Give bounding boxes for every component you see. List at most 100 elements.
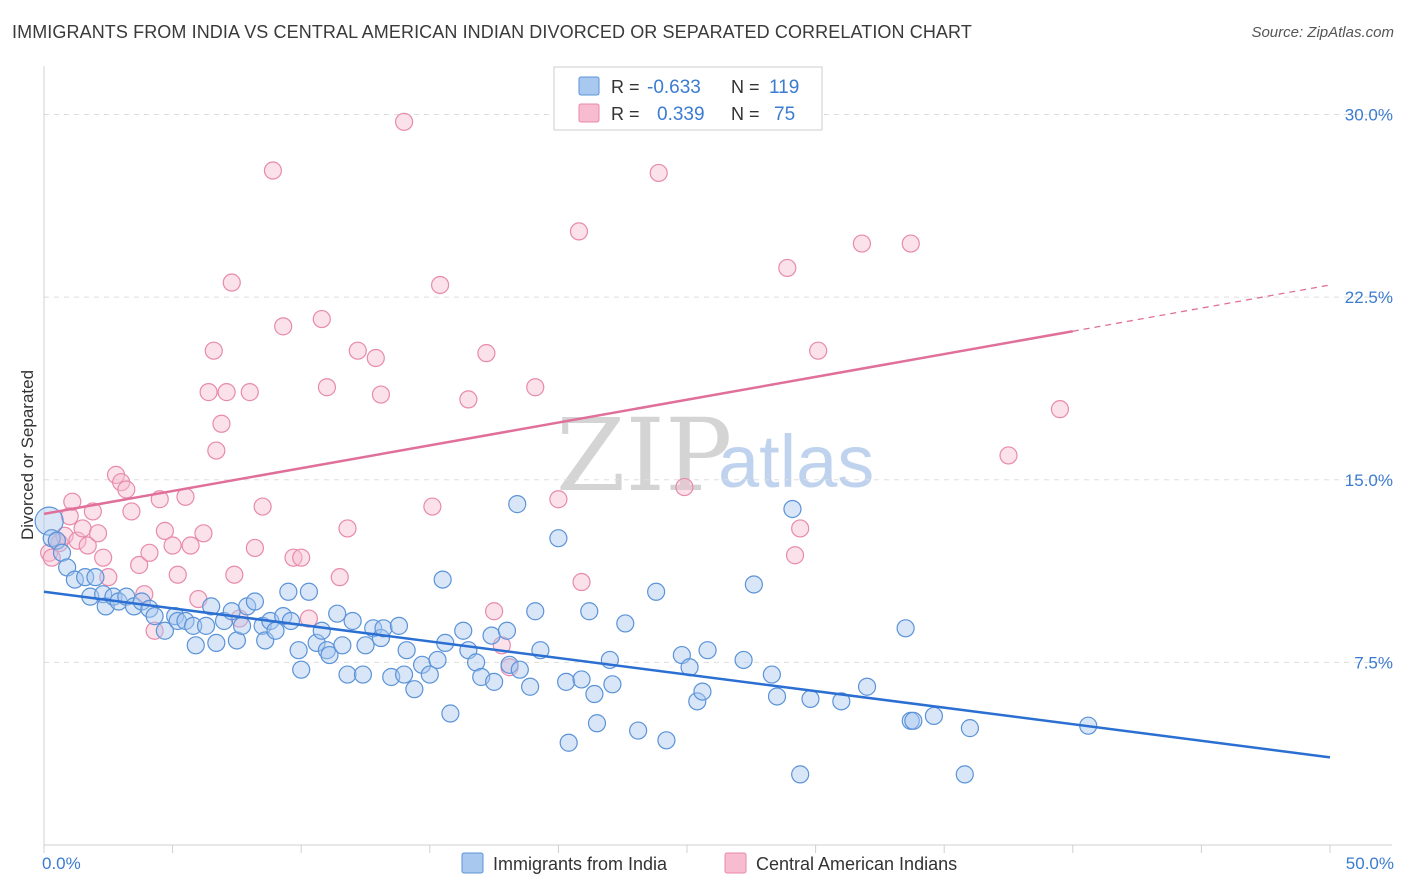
pink-data-point <box>852 234 871 253</box>
pink-data-point <box>63 492 82 511</box>
pink-data-point <box>117 480 136 499</box>
pink-data-point <box>477 344 496 363</box>
blue-data-point <box>647 582 666 601</box>
pink-data-point <box>155 521 174 540</box>
pink-data-point <box>423 497 442 516</box>
blue-data-point <box>734 650 753 670</box>
pink-data-point <box>163 536 182 555</box>
legend-r-label: R = <box>611 104 640 124</box>
legend-n-label: N = <box>731 77 760 97</box>
legend-r-value-blue: -0.633 <box>647 77 701 98</box>
blue-data-point <box>184 616 203 635</box>
blue-data-point <box>698 641 717 660</box>
chart-title: IMMIGRANTS FROM INDIA VS CENTRAL AMERICA… <box>12 22 972 42</box>
blue-data-point <box>202 597 221 616</box>
blue-data-point <box>616 614 635 633</box>
pink-data-point <box>999 446 1018 465</box>
pink-data-point <box>99 568 118 587</box>
axes <box>43 66 1392 853</box>
blue-data-point <box>924 706 944 726</box>
blue-data-point <box>420 665 439 684</box>
blue-data-point <box>485 672 504 691</box>
pink-data-point <box>94 548 113 567</box>
pink-data-point <box>430 275 450 295</box>
blue-data-point <box>281 611 301 631</box>
legend-box: R = -0.633 N = 119 R = 0.339 N = 75 <box>553 66 823 131</box>
pink-trendline-extension <box>1072 284 1331 332</box>
pink-data-point <box>526 378 545 397</box>
bottom-legend-swatch-blue <box>461 852 484 874</box>
pink-data-point <box>569 222 589 241</box>
pink-data-point <box>675 477 694 497</box>
bottom-legend-label-blue: Immigrants from India <box>493 854 668 874</box>
blue-data-point <box>521 677 540 696</box>
blue-data-point <box>320 645 339 665</box>
y-tick-label: 30.0% <box>1345 106 1393 125</box>
blue-data-point <box>155 621 174 640</box>
watermark-atlas: atlas <box>718 420 874 503</box>
gridlines <box>44 114 1392 663</box>
pink-data-point <box>199 383 218 402</box>
pink-data-point <box>122 502 141 521</box>
blue-data-point <box>580 602 599 621</box>
blue-data-point <box>688 692 707 711</box>
pink-data-point <box>485 602 504 621</box>
pink-data-point <box>140 543 159 562</box>
pink-data-point <box>785 546 805 565</box>
blue-data-point <box>557 672 576 691</box>
x-tick-label-min: 0.0% <box>42 854 81 873</box>
blue-data-point <box>744 575 763 594</box>
pink-data-point <box>207 441 226 460</box>
pink-data-point <box>312 309 331 329</box>
blue-data-point <box>312 621 331 640</box>
pink-data-point <box>371 385 391 404</box>
blue-data-point <box>693 682 712 701</box>
blue-data-point <box>343 611 362 631</box>
pink-data-point <box>181 536 200 555</box>
legend-r-label: R = <box>611 77 640 97</box>
blue-data-point <box>353 665 373 684</box>
source-note: Source: ZipAtlas.com <box>1251 24 1394 41</box>
pink-data-point <box>292 548 311 567</box>
bottom-legend-label-pink: Central American Indians <box>756 854 957 874</box>
pink-data-point <box>549 490 568 509</box>
pink-series-points <box>40 112 1070 677</box>
pink-data-point <box>274 317 293 336</box>
pink-data-point <box>253 497 272 516</box>
blue-data-point <box>289 641 308 660</box>
pink-data-point <box>348 341 367 360</box>
blue-data-point <box>904 711 923 730</box>
legend-n-label: N = <box>731 104 760 124</box>
blue-data-point <box>603 675 622 694</box>
blue-data-point <box>207 633 226 653</box>
blue-data-point <box>245 592 265 611</box>
blue-data-point <box>896 619 915 638</box>
pink-data-point <box>212 414 231 433</box>
blue-data-point <box>960 719 980 738</box>
blue-data-point <box>559 733 578 752</box>
blue-data-point <box>356 636 375 655</box>
pink-data-point <box>245 538 265 558</box>
legend-r-value-pink: 0.339 <box>657 104 705 125</box>
y-tick-labels: 7.5% 15.0% 22.5% 30.0% <box>1345 106 1393 673</box>
blue-data-point <box>955 765 974 784</box>
blue-data-point <box>232 616 252 635</box>
pink-trendline <box>43 330 1074 516</box>
blue-data-point <box>186 636 205 655</box>
pink-data-point <box>263 161 283 180</box>
y-tick-label: 15.0% <box>1345 471 1393 490</box>
pink-data-point <box>1050 400 1070 419</box>
blue-data-point <box>500 655 519 674</box>
blue-data-point <box>791 765 810 784</box>
blue-data-point <box>441 704 460 723</box>
pink-data-point <box>225 565 244 584</box>
blue-data-point <box>328 604 347 623</box>
blue-data-point <box>374 619 393 638</box>
legend-swatch-pink <box>578 103 600 123</box>
blue-data-point <box>585 684 604 704</box>
blue-data-point <box>497 621 517 640</box>
blue-data-point <box>394 665 414 684</box>
legend-n-value-blue: 119 <box>769 77 799 98</box>
y-tick-label: 22.5% <box>1345 288 1393 307</box>
pink-data-point <box>168 565 187 584</box>
